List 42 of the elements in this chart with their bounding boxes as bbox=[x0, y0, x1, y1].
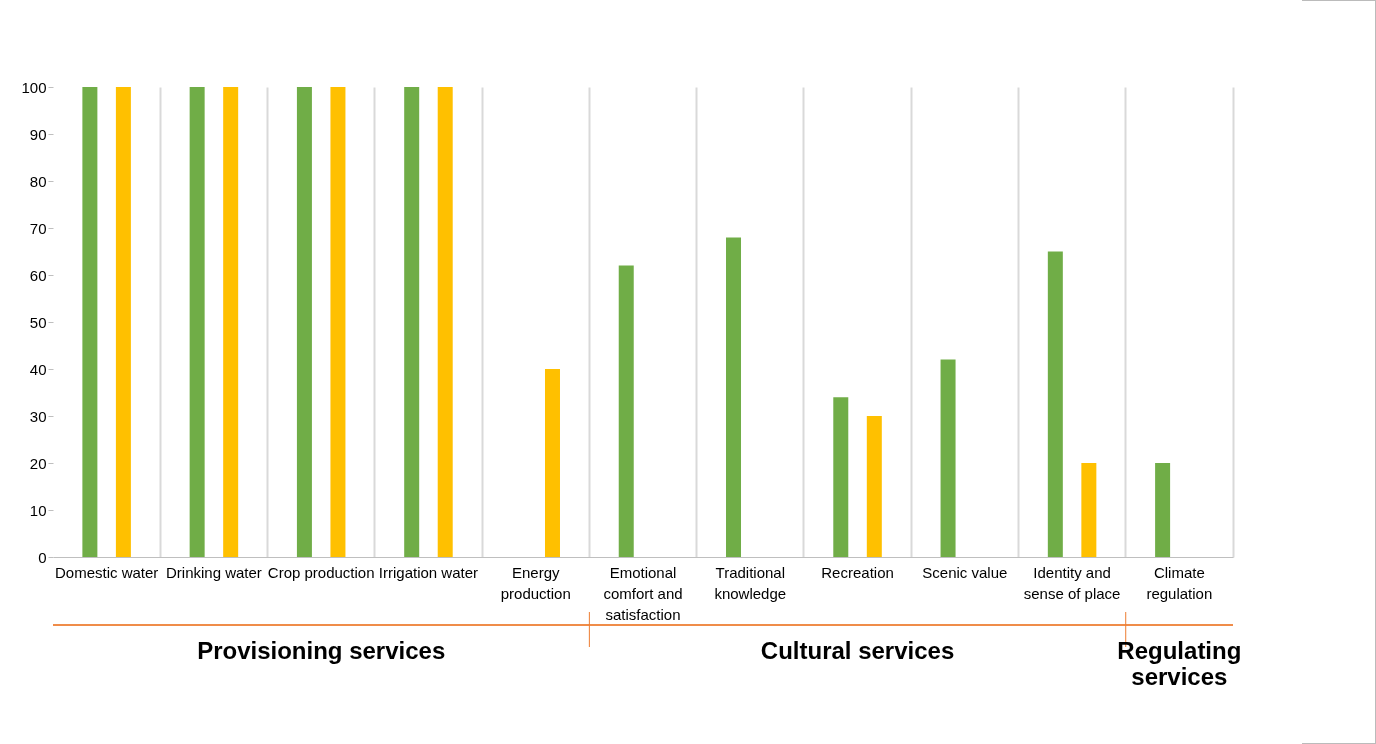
bar bbox=[437, 87, 453, 557]
bar bbox=[726, 237, 742, 557]
bar bbox=[866, 416, 882, 557]
x-tick-label: Emotional comfort and satisfaction bbox=[603, 563, 683, 623]
x-tick-label: Climate regulation bbox=[1146, 563, 1213, 602]
text: Regulating services bbox=[1117, 637, 1242, 690]
bar bbox=[189, 87, 205, 557]
text: Cultural services bbox=[760, 637, 955, 664]
y-tick-label: 20 bbox=[29, 454, 47, 472]
x-tick-label: Scenic value bbox=[922, 563, 1008, 581]
x-tick-label: Traditional knowledge bbox=[714, 563, 787, 602]
bar bbox=[544, 369, 560, 557]
y-tick-label: 0 bbox=[38, 548, 47, 566]
x-tick-label: Recreation bbox=[821, 563, 894, 581]
y-tick-label: 100 bbox=[21, 78, 47, 96]
x-tick-label: Crop production bbox=[267, 563, 375, 581]
y-tick-label: 50 bbox=[29, 313, 47, 331]
y-tick-label: 30 bbox=[29, 407, 47, 425]
bar bbox=[330, 87, 346, 557]
bar bbox=[1081, 463, 1097, 557]
x-tick-label: Domestic water bbox=[54, 563, 159, 581]
x-tick-label: Identity and sense of place bbox=[1023, 563, 1121, 602]
text: Provisioning services bbox=[197, 637, 446, 664]
bar bbox=[1155, 463, 1171, 557]
y-tick-label: 60 bbox=[29, 266, 47, 284]
x-tick-label: Irrigation water bbox=[378, 563, 479, 581]
bar bbox=[296, 87, 312, 557]
y-tick-label: 40 bbox=[29, 360, 47, 378]
bar bbox=[115, 87, 131, 557]
x-tick-label: Drinking water bbox=[165, 563, 262, 581]
bar bbox=[618, 265, 634, 557]
bar bbox=[223, 87, 239, 557]
y-tick-label: 70 bbox=[29, 219, 47, 237]
bar bbox=[1047, 251, 1063, 557]
y-tick-label: 10 bbox=[29, 501, 47, 519]
y-tick-label: 80 bbox=[29, 172, 47, 190]
bar bbox=[940, 359, 956, 557]
y-tick-label: 90 bbox=[29, 125, 47, 143]
bar bbox=[82, 87, 98, 557]
x-tick-label: Energy production bbox=[500, 563, 571, 602]
bar bbox=[833, 397, 849, 557]
bar bbox=[404, 87, 420, 557]
